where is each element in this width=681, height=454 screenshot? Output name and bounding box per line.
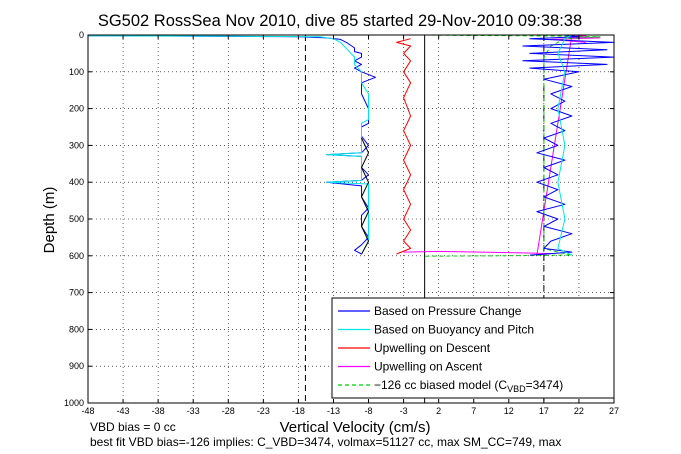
series-line-7 xyxy=(361,137,369,255)
x-tick-label: 2 xyxy=(436,406,441,416)
x-tick-label: 12 xyxy=(504,406,514,416)
ticks: -48 -43 -38 -33 -28 -23 -18 -13 -8 -3 2 7 12 17 22 2701… xyxy=(64,30,619,416)
legend-label: Upwelling on Ascent xyxy=(374,360,483,374)
x-axis-label: Vertical Velocity (cm/s) xyxy=(280,419,431,436)
legend-box xyxy=(331,297,615,399)
y-tick-label: 700 xyxy=(69,288,84,298)
x-tick-label: 22 xyxy=(574,406,584,416)
x-tick-label: -33 xyxy=(187,406,200,416)
chart-title: SG502 RossSea Nov 2010, dive 85 started … xyxy=(98,12,582,30)
y-tick-label: 100 xyxy=(69,67,84,77)
x-tick-label: -13 xyxy=(327,406,340,416)
vbd-bias-note: VBD bias = 0 cc xyxy=(90,420,176,434)
legend-label: Upwelling on Descent xyxy=(374,341,491,355)
series-line-5 xyxy=(522,34,615,256)
x-tick-label: 27 xyxy=(609,406,619,416)
series-group xyxy=(87,34,615,257)
y-tick-label: 400 xyxy=(69,177,84,187)
x-tick-label: -8 xyxy=(365,406,373,416)
y-tick-label: 600 xyxy=(69,251,84,261)
y-tick-label: 0 xyxy=(79,30,84,40)
y-tick-label: 500 xyxy=(69,214,84,224)
x-tick-label: 17 xyxy=(539,406,549,416)
x-tick-label: -43 xyxy=(117,406,130,416)
x-tick-label: -18 xyxy=(292,406,305,416)
legend-label: Based on Pressure Change xyxy=(374,304,522,318)
series-line-3 xyxy=(403,34,601,256)
y-tick-label: 300 xyxy=(69,140,84,150)
legend: Based on Pressure Change Based on Buoyanc… xyxy=(331,297,615,399)
y-tick-label: 1000 xyxy=(64,398,84,408)
x-tick-label: -3 xyxy=(400,406,408,416)
y-tick-label: 200 xyxy=(69,104,84,114)
x-tick-label: -23 xyxy=(257,406,270,416)
x-tick-label: 7 xyxy=(471,406,476,416)
x-tick-label: -38 xyxy=(152,406,165,416)
legend-label: −126 cc biased model (CVBD=3474) xyxy=(374,378,563,394)
legend-label: Based on Buoyancy and Pitch xyxy=(374,323,534,337)
vbd-fit-note: best fit VBD bias=-126 implies: C_VBD=34… xyxy=(90,435,561,449)
x-tick-label: -48 xyxy=(81,406,94,416)
y-axis-label: Depth (m) xyxy=(41,187,58,254)
series-line-1 xyxy=(87,35,369,255)
y-tick-label: 800 xyxy=(69,324,84,334)
series-line-6 xyxy=(557,34,573,256)
legend-subscript: VBD xyxy=(507,384,526,394)
series-line-2 xyxy=(396,38,412,255)
x-tick-label: -28 xyxy=(222,406,235,416)
series-line-0 xyxy=(87,35,376,255)
legend-suffix: =3474) xyxy=(526,378,564,392)
y-tick-label: 900 xyxy=(69,361,84,371)
